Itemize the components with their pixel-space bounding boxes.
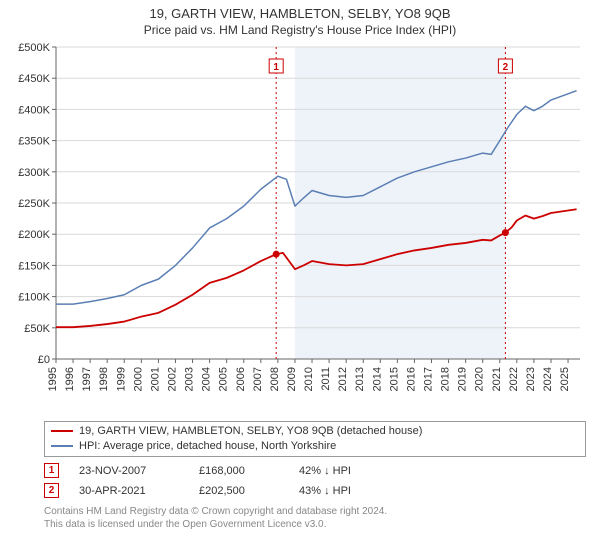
svg-text:£100K: £100K [18, 292, 50, 304]
legend-swatch [51, 430, 73, 432]
transaction-pct: 42% ↓ HPI [299, 465, 379, 477]
svg-text:2015: 2015 [388, 367, 400, 391]
svg-text:1: 1 [273, 62, 279, 73]
svg-text:2006: 2006 [235, 367, 247, 391]
table-row: 1 23-NOV-2007 £168,000 42% ↓ HPI [44, 461, 600, 481]
legend-swatch [51, 445, 73, 447]
footer: Contains HM Land Registry data © Crown c… [44, 505, 586, 531]
transaction-date: 30-APR-2021 [79, 485, 179, 497]
svg-text:2025: 2025 [559, 367, 571, 391]
svg-text:2023: 2023 [525, 367, 537, 391]
page-title: 19, GARTH VIEW, HAMBLETON, SELBY, YO8 9Q… [0, 6, 600, 21]
legend-row: HPI: Average price, detached house, Nort… [51, 439, 579, 454]
page-subtitle: Price paid vs. HM Land Registry's House … [0, 23, 600, 37]
footer-line: Contains HM Land Registry data © Crown c… [44, 505, 586, 518]
svg-text:2024: 2024 [542, 367, 554, 391]
svg-text:2018: 2018 [440, 367, 452, 391]
svg-text:2013: 2013 [354, 367, 366, 391]
svg-text:2011: 2011 [320, 367, 332, 391]
svg-text:£300K: £300K [18, 167, 50, 179]
transaction-date: 23-NOV-2007 [79, 465, 179, 477]
svg-text:2021: 2021 [491, 367, 503, 391]
svg-text:1997: 1997 [81, 367, 93, 391]
svg-text:2000: 2000 [132, 367, 144, 391]
svg-text:1995: 1995 [47, 367, 59, 391]
svg-text:1999: 1999 [115, 367, 127, 391]
transaction-price: £202,500 [199, 485, 279, 497]
transaction-price: £168,000 [199, 465, 279, 477]
svg-text:£450K: £450K [18, 73, 50, 85]
svg-text:2003: 2003 [184, 367, 196, 391]
legend-row: 19, GARTH VIEW, HAMBLETON, SELBY, YO8 9Q… [51, 424, 579, 439]
svg-text:2012: 2012 [337, 367, 349, 391]
svg-text:2001: 2001 [149, 367, 161, 391]
svg-text:2010: 2010 [303, 367, 315, 391]
svg-text:2020: 2020 [474, 367, 486, 391]
svg-text:£250K: £250K [18, 198, 50, 210]
svg-text:2016: 2016 [405, 367, 417, 391]
table-row: 2 30-APR-2021 £202,500 43% ↓ HPI [44, 481, 600, 501]
transaction-marker: 1 [44, 463, 59, 478]
title-block: 19, GARTH VIEW, HAMBLETON, SELBY, YO8 9Q… [0, 0, 600, 37]
svg-text:2005: 2005 [218, 367, 230, 391]
svg-text:£500K: £500K [18, 42, 50, 54]
svg-text:2017: 2017 [423, 367, 435, 391]
svg-text:2009: 2009 [286, 367, 298, 391]
svg-text:2019: 2019 [457, 367, 469, 391]
transaction-marker: 2 [44, 483, 59, 498]
legend-label: HPI: Average price, detached house, Nort… [79, 439, 336, 454]
transactions-table: 1 23-NOV-2007 £168,000 42% ↓ HPI 2 30-AP… [44, 461, 600, 501]
footer-line: This data is licensed under the Open Gov… [44, 518, 586, 531]
svg-text:2002: 2002 [166, 367, 178, 391]
svg-text:2004: 2004 [201, 367, 213, 391]
svg-text:£200K: £200K [18, 229, 50, 241]
svg-text:£350K: £350K [18, 136, 50, 148]
svg-text:£50K: £50K [24, 323, 50, 335]
svg-text:2014: 2014 [371, 367, 383, 391]
svg-text:£400K: £400K [18, 104, 50, 116]
svg-text:1998: 1998 [98, 367, 110, 391]
svg-text:£0: £0 [38, 354, 50, 366]
svg-text:2007: 2007 [252, 367, 264, 391]
svg-text:2008: 2008 [269, 367, 281, 391]
svg-text:2: 2 [503, 62, 509, 73]
transaction-pct: 43% ↓ HPI [299, 485, 379, 497]
svg-text:1996: 1996 [64, 367, 76, 391]
price-chart: £0 £50K £100K £150K £200K £250K £300K £350K £400… [10, 37, 590, 417]
legend-label: 19, GARTH VIEW, HAMBLETON, SELBY, YO8 9Q… [79, 424, 422, 439]
svg-text:£150K: £150K [18, 260, 50, 272]
legend: 19, GARTH VIEW, HAMBLETON, SELBY, YO8 9Q… [44, 421, 586, 457]
svg-text:2022: 2022 [508, 367, 520, 391]
